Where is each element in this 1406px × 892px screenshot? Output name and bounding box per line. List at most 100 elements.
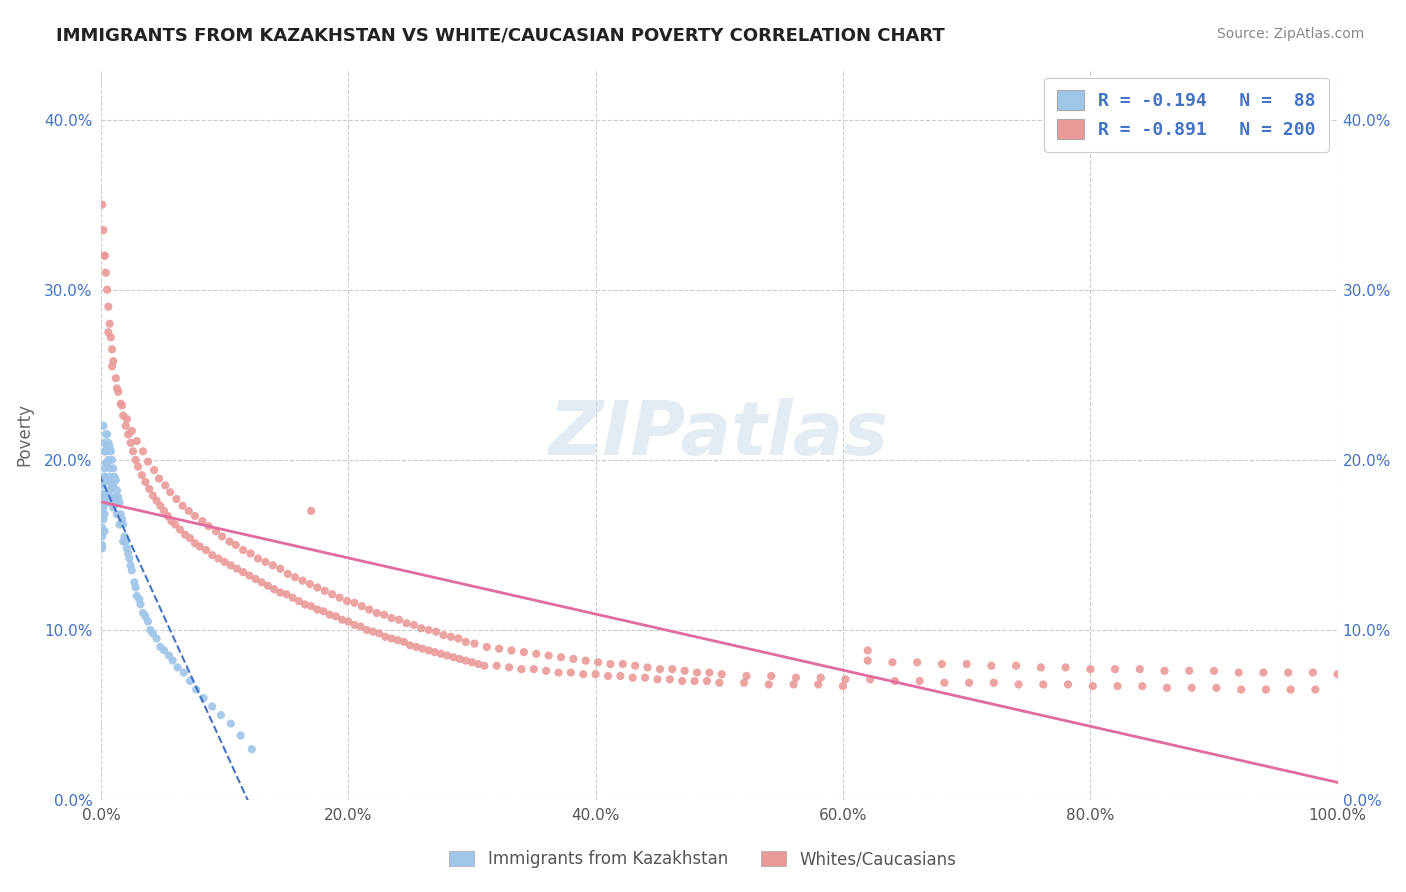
Point: [112, 409, 135, 423]
Point: [882, 656, 904, 670]
Point: [637, 660, 659, 674]
Point: [153, 643, 176, 657]
Point: [1130, 679, 1153, 693]
Point: [166, 660, 188, 674]
Point: [162, 654, 184, 668]
Point: [110, 508, 132, 522]
Point: [195, 543, 218, 558]
Point: [117, 546, 139, 560]
Point: [330, 613, 353, 627]
Point: [537, 648, 560, 663]
Point: [91, 529, 114, 543]
Point: [184, 508, 207, 523]
Point: [319, 607, 342, 622]
Point: [1005, 658, 1028, 673]
Point: [647, 673, 669, 687]
Point: [299, 504, 322, 518]
Point: [98, 317, 121, 331]
Point: [105, 483, 128, 498]
Point: [93, 473, 115, 487]
Point: [807, 677, 830, 691]
Point: [205, 524, 228, 539]
Point: [100, 470, 122, 484]
Point: [534, 664, 557, 678]
Point: [294, 598, 316, 612]
Point: [299, 599, 322, 614]
Point: [430, 647, 453, 661]
Point: [1057, 677, 1080, 691]
Point: [467, 657, 489, 671]
Point: [103, 490, 125, 504]
Point: [127, 459, 149, 474]
Point: [136, 454, 159, 468]
Point: [93, 249, 115, 263]
Point: [350, 599, 373, 614]
Point: [97, 300, 120, 314]
Point: [91, 541, 114, 556]
Point: [96, 427, 118, 442]
Text: Source: ZipAtlas.com: Source: ZipAtlas.com: [1216, 27, 1364, 41]
Point: [93, 461, 115, 475]
Point: [197, 519, 219, 533]
Point: [100, 490, 122, 504]
Point: [380, 611, 402, 625]
Point: [418, 623, 440, 637]
Point: [262, 558, 284, 573]
Point: [624, 658, 647, 673]
Point: [671, 674, 693, 689]
Point: [117, 427, 139, 442]
Point: [91, 538, 114, 552]
Point: [931, 657, 953, 671]
Point: [239, 546, 262, 560]
Point: [550, 650, 572, 665]
Point: [399, 638, 422, 652]
Text: IMMIGRANTS FROM KAZAKHSTAN VS WHITE/CAUCASIAN POVERTY CORRELATION CHART: IMMIGRANTS FROM KAZAKHSTAN VS WHITE/CAUC…: [56, 27, 945, 45]
Legend: R = -0.194   N =  88, R = -0.891   N = 200: R = -0.194 N = 88, R = -0.891 N = 200: [1045, 78, 1329, 152]
Point: [1253, 665, 1275, 680]
Point: [263, 582, 285, 596]
Point: [1129, 662, 1152, 676]
Point: [461, 656, 484, 670]
Point: [586, 656, 609, 670]
Point: [343, 596, 366, 610]
Point: [832, 679, 855, 693]
Point: [101, 453, 124, 467]
Point: [392, 635, 415, 649]
Point: [209, 708, 232, 723]
Point: [238, 568, 260, 582]
Point: [510, 662, 533, 676]
Point: [710, 667, 733, 681]
Point: [96, 456, 118, 470]
Point: [983, 675, 1005, 690]
Point: [1254, 682, 1277, 697]
Point: [172, 499, 194, 513]
Point: [350, 619, 373, 633]
Point: [277, 566, 299, 581]
Point: [93, 490, 115, 504]
Point: [447, 632, 470, 646]
Point: [101, 478, 124, 492]
Point: [125, 589, 148, 603]
Point: [572, 667, 595, 681]
Point: [120, 435, 142, 450]
Point: [124, 581, 146, 595]
Point: [142, 489, 165, 503]
Point: [93, 444, 115, 458]
Point: [436, 648, 458, 663]
Point: [735, 669, 758, 683]
Point: [356, 623, 378, 637]
Point: [115, 541, 138, 556]
Point: [699, 665, 721, 680]
Point: [148, 472, 170, 486]
Point: [761, 669, 783, 683]
Point: [1029, 660, 1052, 674]
Point: [97, 435, 120, 450]
Point: [94, 487, 117, 501]
Point: [169, 523, 191, 537]
Point: [96, 439, 118, 453]
Point: [94, 266, 117, 280]
Point: [134, 609, 156, 624]
Point: [186, 682, 208, 697]
Point: [131, 468, 153, 483]
Point: [177, 504, 200, 518]
